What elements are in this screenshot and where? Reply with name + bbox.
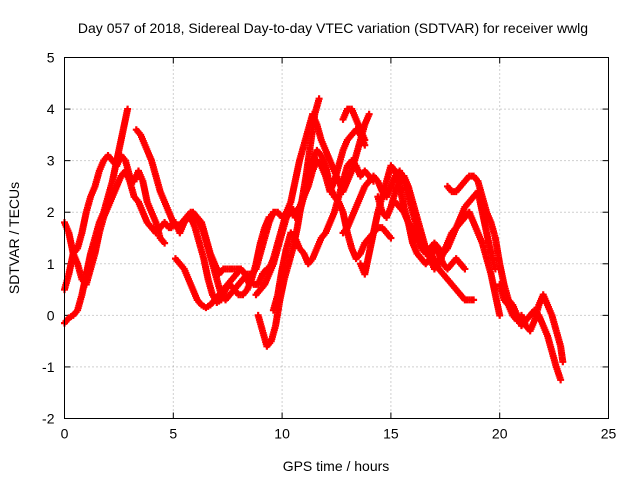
- y-tick-label: 0: [47, 307, 55, 323]
- data-point: [365, 110, 373, 118]
- data-point: [124, 105, 132, 113]
- y-tick-label: 3: [47, 153, 55, 169]
- data-point: [461, 265, 469, 273]
- series-arc-13: [356, 162, 469, 278]
- series-arc-17: [496, 280, 567, 366]
- chart-title: Day 057 of 2018, Sidereal Day-to-day VTE…: [78, 20, 588, 36]
- data-point: [263, 265, 271, 273]
- y-tick-label: -2: [42, 411, 55, 427]
- plot-area: [61, 95, 567, 384]
- data-point: [265, 213, 273, 221]
- data-point: [161, 239, 169, 247]
- plot-frame: [64, 57, 609, 419]
- x-tick-label: 15: [383, 426, 399, 442]
- series-arc-15: [391, 188, 499, 273]
- x-tick-label: 20: [492, 426, 508, 442]
- axis-ticks: 0 5 10 15 20 25 -2 -1 0 1 2 3 4 5: [42, 50, 616, 442]
- x-tick-label: 5: [169, 426, 177, 442]
- data-point: [315, 95, 323, 103]
- x-tick-label: 0: [61, 426, 69, 442]
- data-point: [496, 311, 504, 319]
- y-tick-label: -1: [42, 359, 55, 375]
- y-tick-label: 2: [47, 204, 55, 220]
- data-point: [361, 136, 369, 144]
- data-point: [470, 296, 478, 304]
- series-arc-4: [132, 126, 177, 227]
- series-arc-3: [61, 146, 395, 304]
- x-tick-label: 10: [274, 426, 290, 442]
- y-tick-label: 1: [47, 256, 55, 272]
- x-tick-label: 25: [601, 426, 617, 442]
- data-point: [559, 358, 567, 366]
- series-arc-11: [339, 105, 369, 144]
- y-axis-label: SDTVAR / TECUs: [6, 182, 22, 294]
- x-axis-label: GPS time / hours: [283, 458, 390, 474]
- data-point: [387, 234, 395, 242]
- y-tick-label: 4: [47, 101, 55, 117]
- series-arc-18: [167, 208, 271, 288]
- y-tick-label: 5: [47, 50, 55, 66]
- data-point: [557, 376, 565, 384]
